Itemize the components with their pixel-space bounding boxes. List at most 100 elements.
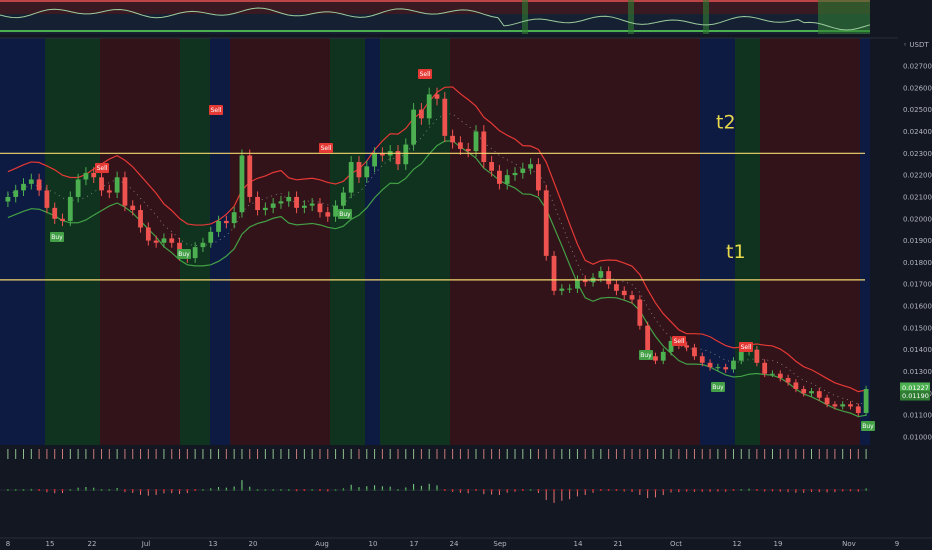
- candle-body[interactable]: [379, 153, 385, 156]
- candle-body[interactable]: [497, 170, 502, 184]
- candle-body[interactable]: [60, 218, 65, 221]
- candle-body[interactable]: [504, 175, 510, 184]
- candle-body[interactable]: [637, 299, 643, 326]
- candle-body[interactable]: [278, 201, 284, 204]
- candle-body[interactable]: [13, 190, 19, 197]
- candle-body[interactable]: [286, 196, 292, 202]
- candle-body[interactable]: [106, 190, 112, 193]
- candle-body[interactable]: [138, 210, 143, 228]
- candle-body[interactable]: [208, 231, 214, 243]
- candle-body[interactable]: [340, 192, 346, 206]
- candle-body[interactable]: [247, 155, 253, 197]
- candle-body[interactable]: [528, 164, 534, 169]
- candle-body[interactable]: [52, 207, 58, 219]
- candle-body[interactable]: [36, 179, 42, 191]
- candle-body[interactable]: [489, 162, 495, 171]
- candle-body[interactable]: [629, 295, 635, 300]
- candle-body[interactable]: [348, 162, 354, 193]
- candle-body[interactable]: [473, 131, 479, 152]
- candle-body[interactable]: [192, 247, 198, 259]
- candle-body[interactable]: [863, 388, 869, 413]
- candle-body[interactable]: [21, 183, 26, 191]
- candle-body[interactable]: [458, 142, 463, 149]
- candle-body[interactable]: [692, 347, 697, 357]
- candle-body[interactable]: [114, 177, 120, 193]
- candle-body[interactable]: [442, 98, 448, 136]
- candle-body[interactable]: [723, 367, 729, 370]
- candle-body[interactable]: [294, 196, 299, 208]
- candle-body[interactable]: [67, 196, 73, 221]
- candle-body[interactable]: [44, 190, 50, 208]
- candle-body[interactable]: [200, 242, 206, 248]
- candle-body[interactable]: [738, 351, 744, 361]
- candle-body[interactable]: [130, 205, 136, 211]
- candle-body[interactable]: [770, 373, 775, 375]
- lower-band-badge[interactable]: [900, 390, 930, 401]
- candle-body[interactable]: [372, 153, 377, 167]
- candle-body[interactable]: [231, 212, 237, 224]
- candle-body[interactable]: [309, 203, 315, 206]
- candle-body[interactable]: [411, 109, 416, 145]
- candle-body[interactable]: [668, 340, 674, 352]
- candle-body[interactable]: [364, 166, 370, 178]
- candle-body[interactable]: [356, 162, 362, 178]
- candle-body[interactable]: [169, 238, 175, 243]
- candle-body[interactable]: [434, 94, 440, 99]
- candle-body[interactable]: [161, 238, 167, 243]
- candle-body[interactable]: [403, 144, 409, 165]
- candle-body[interactable]: [317, 203, 323, 213]
- candle-body[interactable]: [333, 205, 338, 217]
- candle-body[interactable]: [582, 279, 588, 283]
- candle-body[interactable]: [621, 290, 627, 296]
- candle-body[interactable]: [559, 288, 565, 291]
- candle-body[interactable]: [520, 168, 526, 173]
- candle-body[interactable]: [715, 367, 721, 369]
- candle-body[interactable]: [262, 207, 268, 211]
- price-axis[interactable]: 0.02700 0.02600 0.02500 0.02400 0.02300 0.022…: [898, 0, 932, 550]
- candle-body[interactable]: [731, 360, 736, 370]
- candle-body[interactable]: [707, 362, 713, 368]
- candle-body[interactable]: [325, 212, 331, 217]
- candle-body[interactable]: [762, 362, 768, 374]
- candle-body[interactable]: [239, 155, 245, 213]
- candle-body[interactable]: [754, 349, 760, 363]
- candle-body[interactable]: [418, 109, 424, 119]
- candle-body[interactable]: [512, 172, 518, 176]
- candle-body[interactable]: [653, 356, 658, 361]
- candle-body[interactable]: [801, 388, 807, 394]
- candle-body[interactable]: [75, 179, 81, 197]
- candle-body[interactable]: [145, 227, 151, 241]
- candle-body[interactable]: [832, 404, 838, 407]
- candle-body[interactable]: [91, 172, 97, 178]
- candle-body[interactable]: [575, 279, 580, 289]
- candle-body[interactable]: [216, 220, 221, 232]
- candle-body[interactable]: [660, 351, 666, 361]
- candle-body[interactable]: [426, 94, 432, 119]
- candle-body[interactable]: [99, 177, 104, 191]
- candle-body[interactable]: [28, 179, 34, 184]
- candle-body[interactable]: [465, 148, 471, 152]
- candle-body[interactable]: [481, 131, 487, 163]
- candle-body[interactable]: [255, 196, 260, 211]
- candle-body[interactable]: [809, 391, 814, 394]
- candle-body[interactable]: [777, 373, 783, 379]
- candle-body[interactable]: [855, 406, 861, 413]
- candle-body[interactable]: [270, 203, 276, 208]
- candle-body[interactable]: [606, 271, 612, 285]
- candle-body[interactable]: [301, 205, 307, 208]
- candle-body[interactable]: [614, 284, 619, 291]
- candle-body[interactable]: [816, 391, 822, 398]
- candle-body[interactable]: [450, 135, 456, 143]
- candle-body[interactable]: [785, 378, 791, 383]
- candle-body[interactable]: [153, 240, 159, 243]
- candle-body[interactable]: [83, 172, 89, 180]
- candle-body[interactable]: [543, 190, 549, 256]
- candle-body[interactable]: [395, 151, 401, 165]
- candle-body[interactable]: [122, 177, 128, 206]
- candle-body[interactable]: [848, 404, 853, 407]
- current-price-badge[interactable]: [900, 382, 930, 393]
- candle-body[interactable]: [699, 356, 705, 363]
- candle-body[interactable]: [536, 164, 541, 191]
- candle-body[interactable]: [598, 271, 604, 278]
